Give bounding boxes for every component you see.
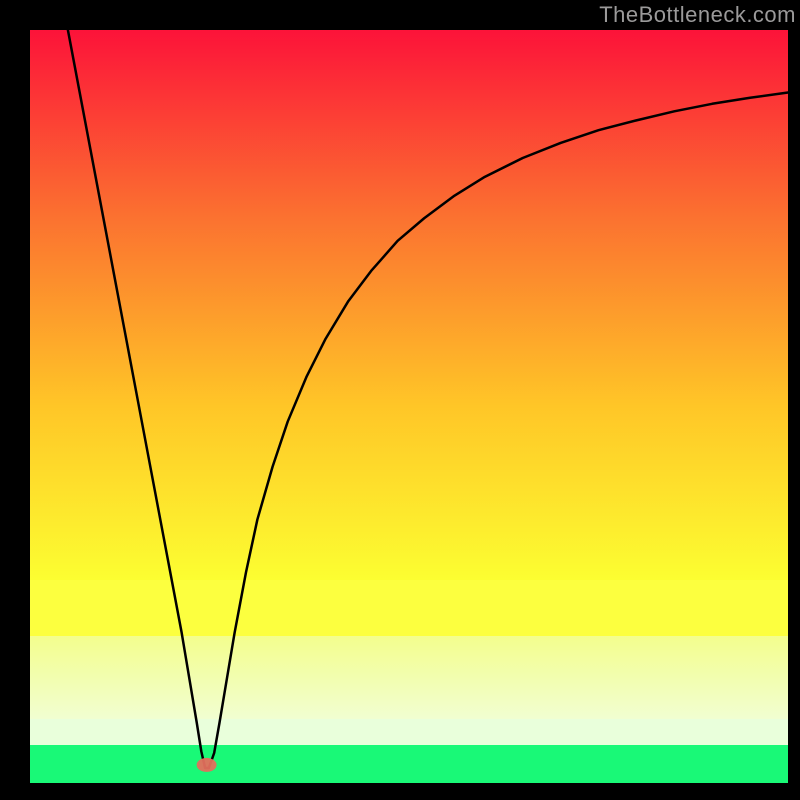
plot-area bbox=[30, 30, 788, 783]
plot-frame bbox=[30, 30, 788, 783]
bottleneck-curve-path bbox=[68, 30, 788, 768]
watermark-text: TheBottleneck.com bbox=[599, 2, 796, 28]
bottleneck-curve-svg bbox=[30, 30, 788, 783]
minimum-marker bbox=[197, 758, 217, 772]
